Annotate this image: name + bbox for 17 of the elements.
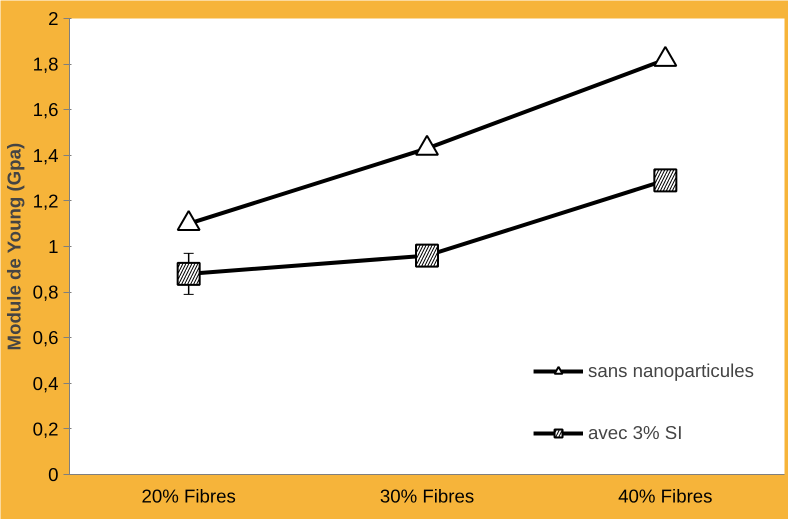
legend-label: avec 3% SI — [588, 422, 682, 444]
y-tick-label: 0 — [48, 464, 59, 485]
x-tick-label: 30% Fibres — [380, 486, 474, 506]
y-tick-label: 1 — [48, 236, 59, 257]
y-tick-label: 1,6 — [32, 99, 59, 120]
y-tick-label: 0,6 — [32, 327, 59, 348]
y-tick-label: 1,8 — [32, 54, 59, 75]
y-tick-label: 1,4 — [32, 144, 59, 166]
y-tick-label: 0,4 — [32, 372, 59, 394]
legend-label: sans nanoparticules — [588, 360, 754, 382]
y-tick-label: 1,2 — [32, 190, 59, 212]
y-tick-label: 0,8 — [32, 282, 59, 303]
x-tick-label: 20% Fibres — [141, 486, 236, 506]
y-tick-label: 2 — [48, 8, 59, 29]
y-axis-title: Module de Young (Gpa) — [4, 142, 25, 350]
x-tick-label: 40% Fibres — [618, 486, 713, 506]
y-tick-label: 0,2 — [32, 418, 59, 440]
